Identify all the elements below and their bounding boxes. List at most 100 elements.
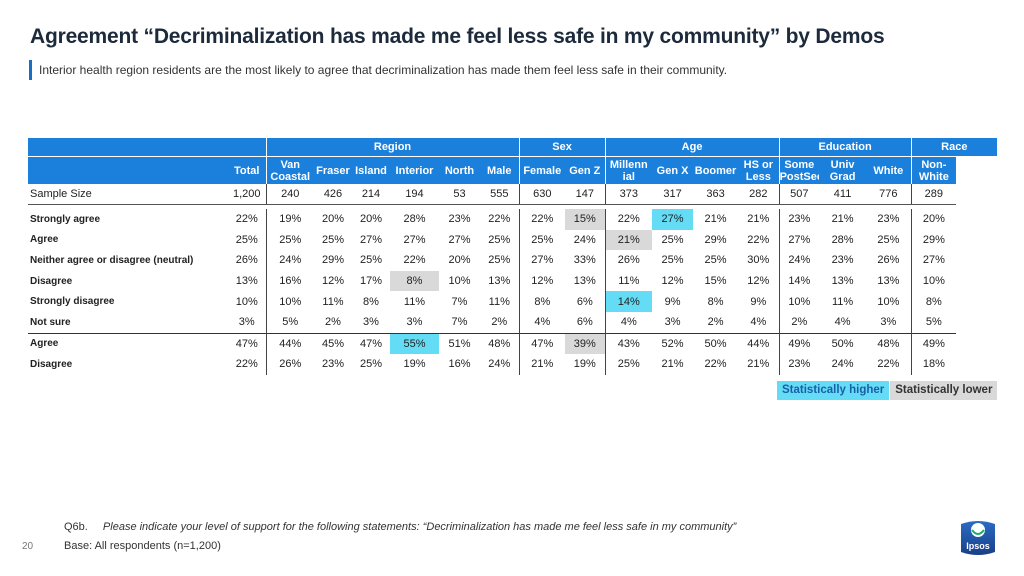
row-label: Agree xyxy=(28,332,228,355)
table-cell: 43% xyxy=(604,332,653,355)
column-header-island: Island xyxy=(352,156,390,184)
table-cell: 27% xyxy=(652,209,694,230)
column-header-line: Van xyxy=(280,158,301,171)
table-cell: 28% xyxy=(403,213,426,226)
group-header-race: Race xyxy=(910,138,997,157)
table-row: Neither agree or disagree (neutral) 26% 24… xyxy=(28,250,997,271)
table-cell: 24% xyxy=(831,358,854,371)
table-cell: 22% xyxy=(488,213,511,226)
table-cell: 19% xyxy=(573,358,596,371)
table-cell: 20% xyxy=(448,254,471,267)
table-cell: 25% xyxy=(321,233,345,246)
table-cell: 15% xyxy=(565,209,606,230)
table-cell: 13% xyxy=(877,275,900,288)
table-cell: 10% xyxy=(235,295,258,308)
table-cell: 23% xyxy=(778,354,820,375)
column-header-female: Female xyxy=(518,156,566,184)
table-cell: 27% xyxy=(518,250,566,271)
group-header-region: Region xyxy=(265,138,520,157)
table-cell: 23% xyxy=(877,213,900,226)
base-note: Base: All respondents (n=1,200) xyxy=(64,540,221,552)
table-cell: 17% xyxy=(359,275,383,288)
group-header-total xyxy=(228,138,266,157)
table-cell: 24% xyxy=(488,358,511,371)
column-header-line: PostSec xyxy=(779,170,820,183)
table-cell: 44% xyxy=(738,332,780,355)
table-cell: 29% xyxy=(704,233,727,246)
table-cell: 9% xyxy=(750,295,767,308)
table-cell: 20% xyxy=(910,209,957,230)
table-cell: 21% xyxy=(704,213,727,226)
column-header-line: Millenn xyxy=(609,158,648,171)
column-header-line: North xyxy=(444,164,475,177)
significance-legend: Statistically higher Statistically lower xyxy=(777,381,998,400)
table-cell: 25% xyxy=(488,233,511,246)
sample-size-cell: 555 xyxy=(480,184,520,205)
header-corner xyxy=(28,138,228,157)
sample-size-cell: 289 xyxy=(910,184,957,205)
table-cell: 23% xyxy=(448,213,471,226)
sample-size-cell: 411 xyxy=(819,184,867,205)
table-cell: 11% xyxy=(403,295,426,308)
table-cell: 3% xyxy=(406,316,423,329)
table-cell: 9% xyxy=(664,295,681,308)
column-header-boomer: Boomer xyxy=(693,156,739,184)
ipsos-logo: Ipsos xyxy=(961,521,995,555)
table-cell: 44% xyxy=(265,332,314,355)
table-row: Strongly agree 22% 19% 20% 20% 28% 23% 22% 22% 15… xyxy=(28,209,997,230)
table-cell: 23% xyxy=(321,358,345,371)
column-header-line: Total xyxy=(234,164,260,177)
table-cell: 3% xyxy=(880,316,897,329)
column-header-gen-z: Gen Z xyxy=(565,156,606,184)
sample-size-cell: 53 xyxy=(439,184,480,205)
column-header-male: Male xyxy=(480,156,520,184)
column-header-line: Univ xyxy=(830,158,855,171)
table-cell: 33% xyxy=(573,254,596,267)
table-cell: 4% xyxy=(750,316,767,329)
table-cell: 21% xyxy=(604,229,653,251)
crosstab-table: Region Sex Age Education Race Total Van Coasta… xyxy=(28,138,997,375)
sample-size-cell: 630 xyxy=(518,184,566,205)
table-cell: 55% xyxy=(390,332,439,355)
table-row: Disagree 22% 26% 23% 25% 19% 16% 24% 21% 19% 25% 21… xyxy=(28,354,997,375)
table-cell: 12% xyxy=(661,275,684,288)
row-label: Strongly disagree xyxy=(30,296,115,308)
table-cell: 48% xyxy=(480,332,520,355)
table-cell: 29% xyxy=(910,229,957,251)
sample-size-cell: 317 xyxy=(652,184,694,205)
table-cell: 21% xyxy=(831,213,854,226)
table-cell: 47% xyxy=(518,332,566,355)
table-cell: 2% xyxy=(491,316,508,329)
sample-size-cell: 1,200 xyxy=(228,184,266,205)
table-cell: 27% xyxy=(359,233,383,246)
table-cell: 6% xyxy=(576,316,593,329)
table-cell: 2% xyxy=(707,316,724,329)
group-header-education: Education xyxy=(778,138,912,157)
column-header-non-white: Non- White xyxy=(910,156,957,184)
table-cell: 29% xyxy=(321,254,345,267)
table-cell: 10% xyxy=(265,291,314,312)
group-header-sex: Sex xyxy=(518,138,606,157)
column-header-some-postsec: Some PostSec xyxy=(778,156,820,184)
table-cell: 10% xyxy=(910,270,957,292)
table-cell: 3% xyxy=(664,316,681,329)
table-cell: 22% xyxy=(604,209,653,230)
table-cell: 3% xyxy=(363,316,379,329)
group-header-age: Age xyxy=(604,138,780,157)
table-cell: 11% xyxy=(604,270,653,292)
table-cell: 8% xyxy=(390,270,439,292)
table-cell: 26% xyxy=(265,354,314,375)
sample-size-cell: 426 xyxy=(314,184,352,205)
table-cell: 8% xyxy=(910,291,957,312)
column-header-univ-grad: Univ Grad xyxy=(819,156,867,184)
table-cell: 25% xyxy=(661,233,684,246)
row-label: Disagree xyxy=(30,275,73,287)
table-cell: 10% xyxy=(877,295,900,308)
table-cell: 22% xyxy=(235,213,258,226)
column-header-van-coastal: Van Coastal xyxy=(265,156,314,184)
table-cell: 27% xyxy=(448,233,471,246)
table-cell: 12% xyxy=(747,275,770,288)
table-cell: 26% xyxy=(604,250,653,271)
table-cell: 22% xyxy=(747,233,770,246)
row-label: Agree xyxy=(30,234,59,246)
